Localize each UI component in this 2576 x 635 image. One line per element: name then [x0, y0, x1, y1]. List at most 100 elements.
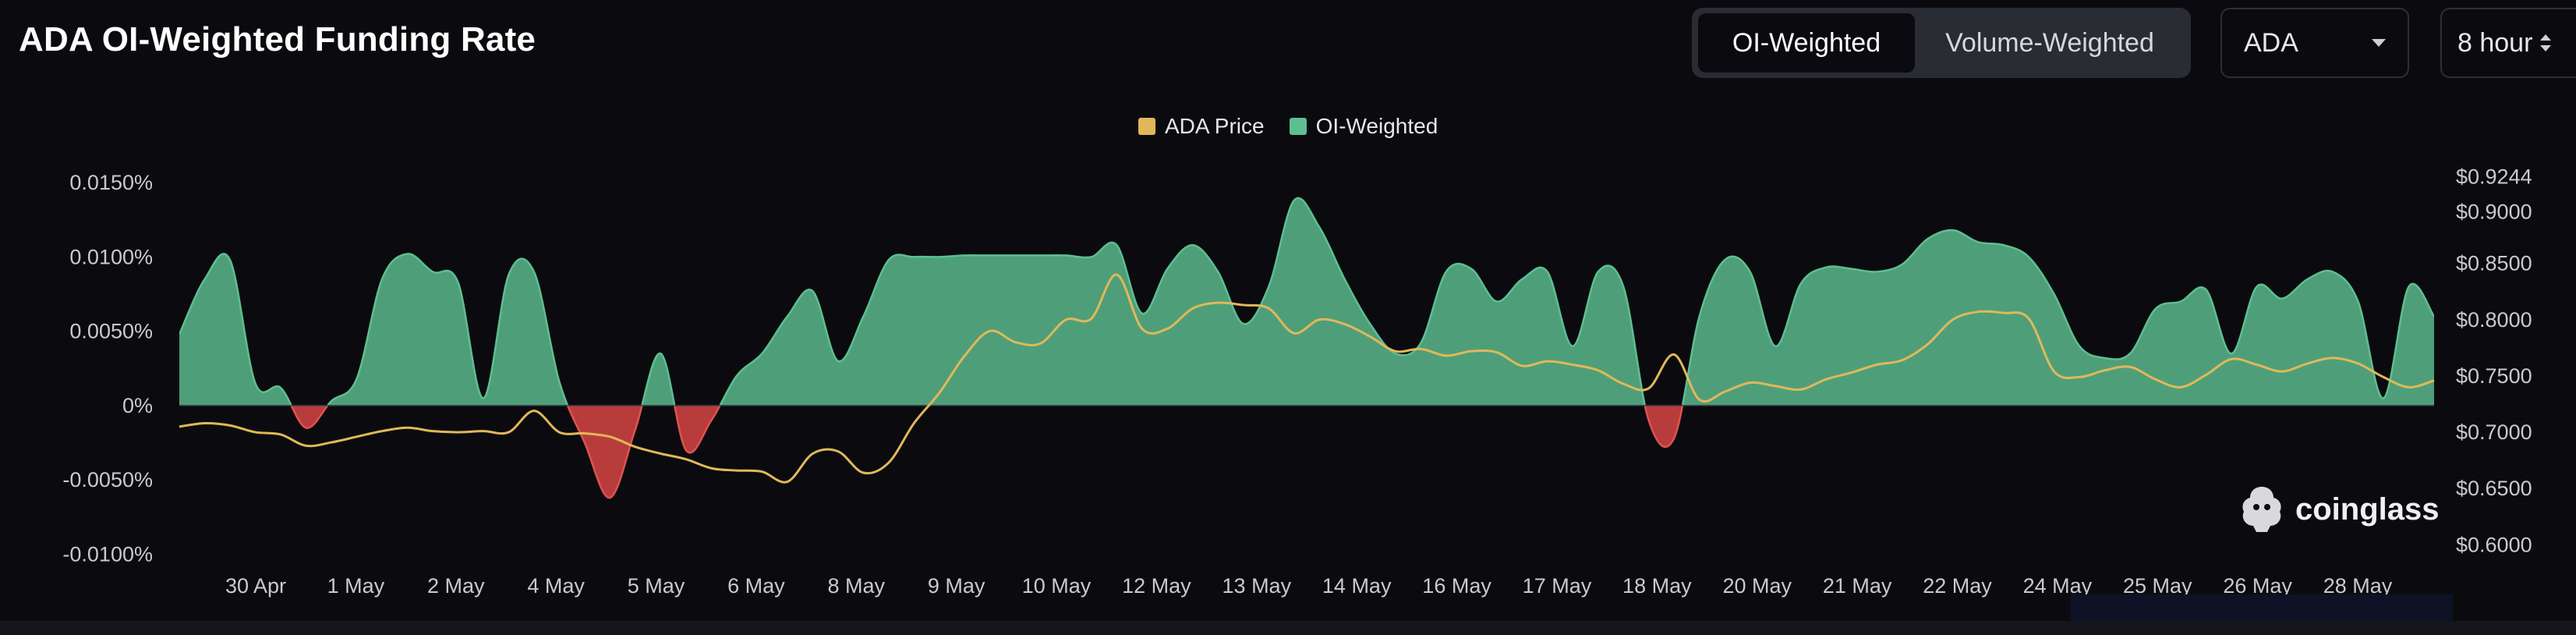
oi-data-point [482, 396, 485, 399]
y-left-tick-label: 0% [122, 394, 153, 417]
price-data-point [507, 431, 510, 434]
price-data-point [2433, 379, 2436, 382]
price-data-point [304, 444, 307, 447]
oi-data-point [1166, 268, 1169, 271]
price-data-point [2230, 357, 2233, 360]
price-data-point [2128, 365, 2132, 368]
price-data-point [1216, 301, 1219, 304]
y-right-tick-label: $0.9244 [2456, 165, 2532, 188]
oi-data-point [583, 442, 586, 445]
oi-data-point [1115, 243, 1118, 247]
price-data-point [887, 461, 890, 464]
price-data-point [2154, 378, 2157, 381]
oi-data-point [2053, 293, 2056, 296]
chevron-down-icon [2372, 39, 2386, 47]
price-data-point [228, 424, 232, 427]
oi-data-point [2230, 352, 2233, 355]
oi-data-point [2104, 357, 2107, 360]
price-data-point [709, 466, 713, 470]
price-data-point [2408, 385, 2411, 388]
x-tick-label: 16 May [1422, 574, 1491, 598]
y-right-tick-label: $0.8500 [2456, 252, 2532, 275]
price-data-point [938, 392, 941, 395]
price-data-point [2027, 317, 2030, 320]
oi-data-point [709, 419, 713, 422]
oi-data-point [1445, 270, 1448, 273]
coinglass-logo: coinglass [2239, 484, 2440, 535]
price-data-point [2002, 311, 2005, 314]
price-data-point [1723, 390, 1726, 393]
x-tick-label: 28 May [2323, 574, 2393, 598]
x-tick-label: 8 May [828, 574, 886, 598]
oi-data-point [2179, 300, 2182, 303]
x-tick-label: 4 May [527, 574, 585, 598]
oi-data-point [533, 270, 536, 273]
price-data-point [837, 450, 840, 453]
x-tick-label: 9 May [928, 574, 985, 598]
price-data-point [1672, 353, 1675, 357]
oi-data-point [608, 496, 611, 499]
legend-label-oi: OI-Weighted [1315, 114, 1438, 138]
price-data-point [253, 431, 257, 434]
oi-data-point [1672, 437, 1675, 440]
legend-item-price[interactable]: ADA Price [1138, 114, 1265, 139]
oi-data-point [1014, 254, 1017, 257]
price-data-point [659, 452, 662, 455]
y-left-tick-label: -0.0100% [62, 542, 153, 566]
oi-data-point [2281, 297, 2284, 300]
price-data-point [1267, 307, 1270, 310]
oi-data-point [557, 380, 561, 383]
price-data-point [1976, 310, 1980, 314]
oi-data-point [1622, 285, 1625, 288]
price-data-point [1774, 385, 1777, 388]
oi-data-point [2128, 352, 2132, 355]
oi-data-point [2433, 315, 2436, 318]
oi-data-point [862, 315, 865, 318]
oi-data-point [279, 386, 282, 389]
price-data-point [634, 445, 637, 449]
x-tick-label: 14 May [1322, 574, 1392, 598]
x-tick-label: 25 May [2123, 574, 2192, 598]
toggle-volume-weighted[interactable]: Volume-Weighted [1945, 27, 2154, 58]
oi-data-point [634, 427, 637, 431]
oi-data-point [685, 449, 688, 452]
toggle-oi-weighted[interactable]: OI-Weighted [1698, 13, 1915, 73]
oi-data-point [253, 381, 257, 385]
oi-data-point [2256, 285, 2259, 288]
coin-select[interactable]: ADA [2220, 8, 2409, 78]
oi-data-point [456, 281, 459, 284]
price-data-point [431, 430, 434, 433]
oi-data-point [1293, 199, 1296, 202]
coinglass-mark-icon [2242, 487, 2281, 532]
oi-data-point [2078, 345, 2081, 348]
price-data-point [811, 452, 814, 455]
price-data-point [1622, 382, 1625, 385]
price-data-point [2306, 362, 2309, 365]
oi-data-point [507, 273, 510, 276]
price-data-point [1064, 318, 1067, 321]
price-data-point [2382, 375, 2385, 378]
oi-data-point [1039, 254, 1042, 257]
price-data-point [1901, 359, 1904, 362]
y-right-tick-label: $0.7000 [2456, 420, 2532, 444]
x-tick-label: 22 May [1923, 574, 1992, 598]
price-data-point [1242, 303, 1245, 307]
x-tick-label: 21 May [1823, 574, 1892, 598]
y-right-tick-label: $0.6000 [2456, 533, 2532, 556]
oi-data-point [963, 254, 966, 257]
x-tick-label: 26 May [2223, 574, 2292, 598]
oi-data-point [2027, 255, 2030, 258]
oi-data-point [1571, 345, 1574, 348]
price-data-point [1850, 371, 1853, 374]
price-data-point [405, 426, 409, 429]
price-data-point [355, 435, 358, 438]
oi-data-point [760, 352, 763, 355]
oi-data-point [228, 258, 232, 261]
oi-data-point [355, 378, 358, 381]
interval-select[interactable]: 8 hour [2440, 8, 2576, 78]
price-data-point [1520, 364, 1523, 367]
price-data-point [1824, 378, 1828, 381]
oi-data-point [1698, 315, 1701, 318]
legend-item-oi[interactable]: OI-Weighted [1289, 114, 1438, 139]
